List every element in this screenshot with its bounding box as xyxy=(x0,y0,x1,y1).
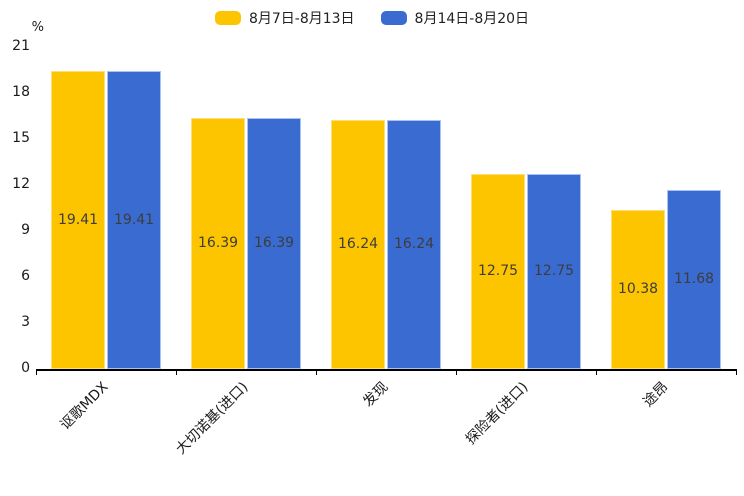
y-tick-label: 6 xyxy=(21,268,30,284)
legend-swatch-blue xyxy=(380,11,407,25)
y-tick-label: 3 xyxy=(21,314,30,330)
bar-value-label: 19.41 xyxy=(57,212,99,229)
bar-series1-大切诺基(进口): 16.39 xyxy=(191,117,245,369)
y-tick-label: 12 xyxy=(12,176,30,192)
bar-value-label: 11.68 xyxy=(673,271,715,288)
y-tick-label: 21 xyxy=(12,38,30,54)
bar-series2-发现: 16.24 xyxy=(387,119,441,369)
legend-item-week2[interactable]: 8月14日-8月20日 xyxy=(380,8,530,28)
bar-series2-大切诺基(进口): 16.39 xyxy=(247,117,301,369)
y-tick-label: 0 xyxy=(21,360,30,376)
y-tick-label: 15 xyxy=(12,130,30,146)
bar-value-label: 16.24 xyxy=(337,236,379,253)
bar-series1-探险者(进口): 12.75 xyxy=(471,173,525,369)
y-tick-label: 18 xyxy=(12,84,30,100)
bar-value-label: 16.39 xyxy=(253,235,295,252)
bar-series1-讴歌MDX: 19.41 xyxy=(51,71,105,369)
x-axis-line xyxy=(36,369,736,371)
x-axis-tick xyxy=(455,369,457,375)
bar-value-label: 19.41 xyxy=(113,212,155,229)
bar-series1-发现: 16.24 xyxy=(331,119,385,369)
legend-label-week2: 8月14日-8月20日 xyxy=(414,11,530,27)
x-category-label: 发现 xyxy=(360,379,392,411)
legend: 8月7日-8月13日 8月14日-8月20日 xyxy=(0,8,744,28)
y-tick-label: 9 xyxy=(21,222,30,238)
x-category-label: 探险者(进口) xyxy=(462,379,532,448)
bar-series2-途昂: 11.68 xyxy=(667,189,721,369)
x-axis-tick xyxy=(315,369,317,375)
bar-value-label: 16.24 xyxy=(393,236,435,253)
legend-label-week1: 8月7日-8月13日 xyxy=(248,11,355,27)
x-axis-tick xyxy=(735,369,737,375)
bar-value-label: 10.38 xyxy=(617,281,659,298)
bar-value-label: 16.39 xyxy=(197,235,239,252)
bar-series1-途昂: 10.38 xyxy=(611,209,665,369)
legend-item-week1[interactable]: 8月7日-8月13日 xyxy=(214,8,355,28)
legend-swatch-yellow xyxy=(214,11,241,25)
x-axis-tick xyxy=(595,369,597,375)
y-axis-unit-label: % xyxy=(31,20,44,35)
x-axis-tick xyxy=(35,369,37,375)
bar-value-label: 12.75 xyxy=(533,263,575,280)
bar-value-label: 12.75 xyxy=(477,263,519,280)
bar-series2-探险者(进口): 12.75 xyxy=(527,173,581,369)
x-category-label: 大切诺基(进口) xyxy=(172,379,252,458)
x-category-label: 途昂 xyxy=(640,379,672,411)
x-axis-tick xyxy=(175,369,177,375)
bar-series2-讴歌MDX: 19.41 xyxy=(107,71,161,369)
x-category-label: 讴歌MDX xyxy=(57,379,112,434)
